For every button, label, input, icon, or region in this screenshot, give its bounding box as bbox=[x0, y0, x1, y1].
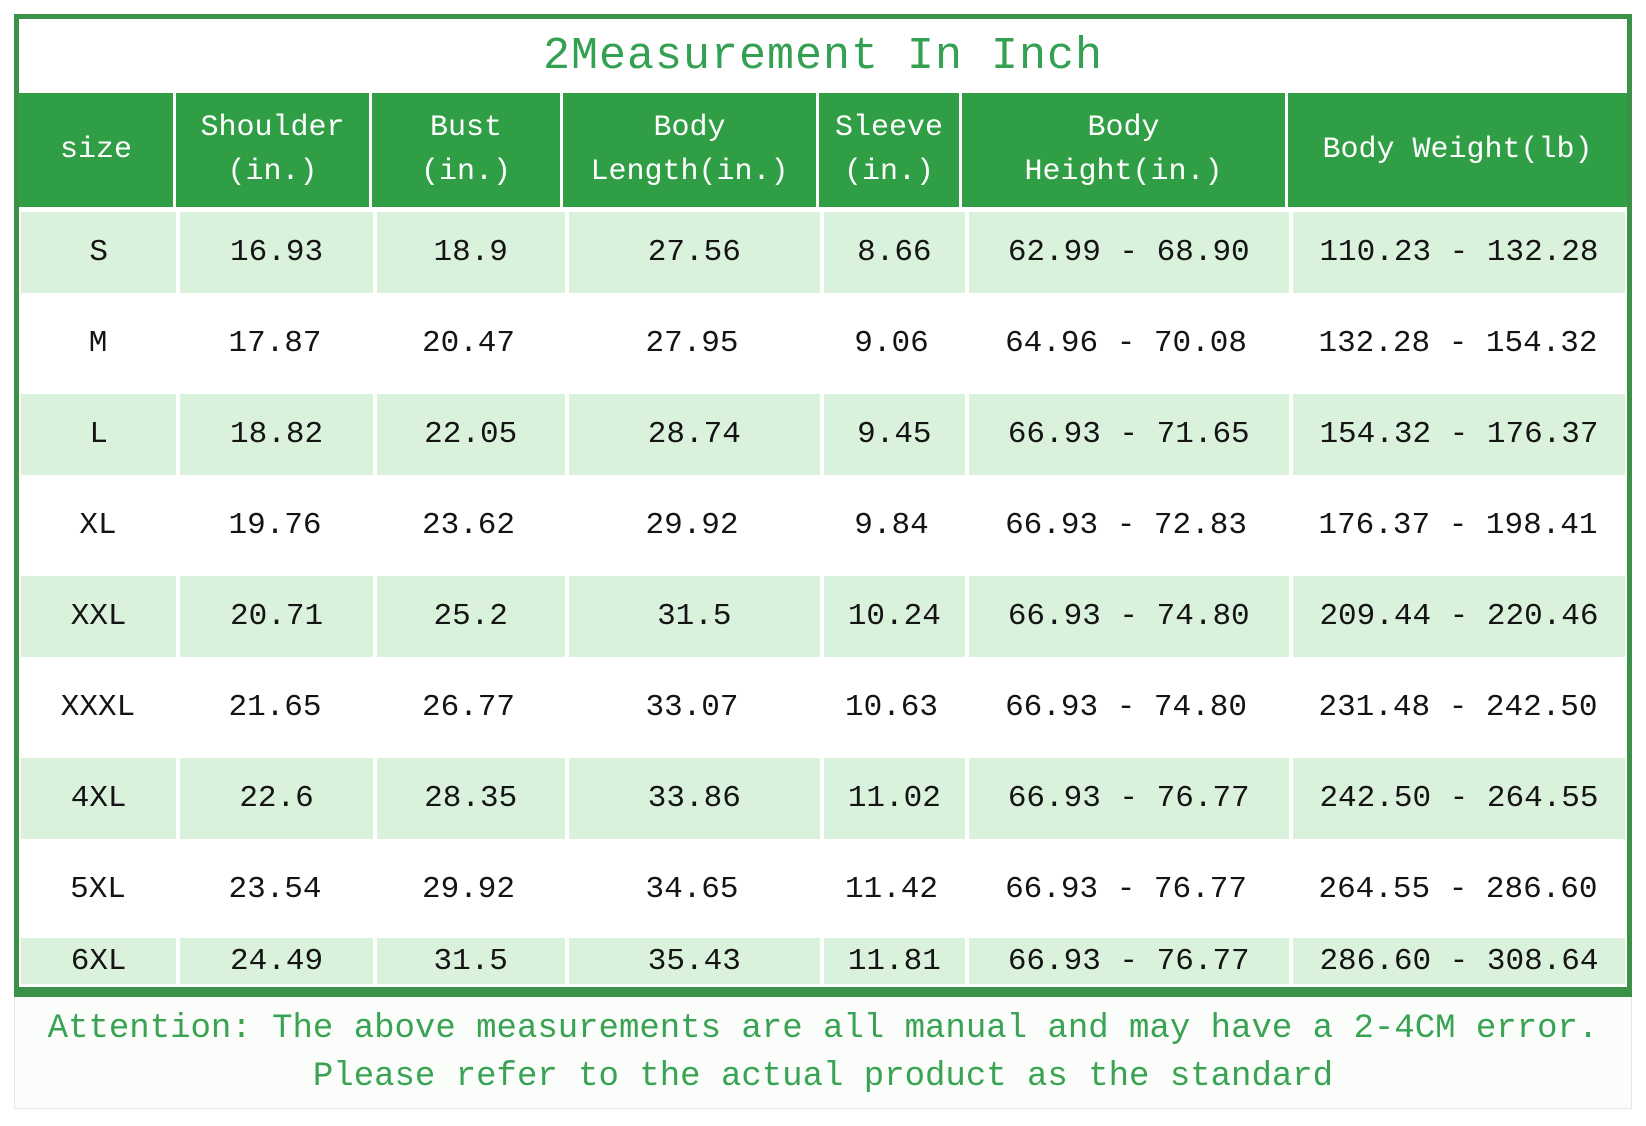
table-cell: 11.02 bbox=[824, 758, 965, 839]
attention-note-line2: Please refer to the actual product as th… bbox=[312, 1057, 1334, 1096]
column-header-line: Sleeve bbox=[834, 111, 944, 145]
table-cell: 35.43 bbox=[568, 938, 821, 984]
table-cell: 18.9 bbox=[376, 212, 565, 293]
table-cell: 33.07 bbox=[645, 690, 739, 725]
table-cell: 66.93 - 76.77 bbox=[1005, 872, 1247, 907]
attention-note-line1: Attention: The above measurements are al… bbox=[47, 1009, 1599, 1048]
table-cell: 31.5 bbox=[376, 938, 565, 984]
table-cell: 9.45 bbox=[824, 394, 965, 475]
table-cell: 66.93 - 74.80 bbox=[968, 576, 1289, 657]
table-cell: 20.47 bbox=[421, 326, 515, 361]
column-header-sleeve: Sleeve (in.) bbox=[816, 93, 959, 207]
table-cell: 27.95 bbox=[645, 326, 739, 361]
table-header-row: size Shoulder (in.) Bust (in.) Body Length(in.… bbox=[19, 93, 1627, 207]
table-cell: 28.35 bbox=[376, 758, 565, 839]
column-header-line: (in.) bbox=[420, 155, 511, 189]
size-cell: XXL bbox=[21, 576, 177, 657]
column-header-bust: Bust (in.) bbox=[369, 93, 560, 207]
table-cell: 110.23 - 132.28 bbox=[1292, 212, 1626, 293]
table-cell: 9.84 bbox=[854, 508, 929, 543]
column-header-line: Body bbox=[653, 111, 726, 145]
table-cell: 10.63 bbox=[844, 690, 938, 725]
table-cell: 18.82 bbox=[180, 394, 373, 475]
table-row: XXXL 21.65 26.77 33.07 10.63 66.93 - 74.80 231… bbox=[19, 662, 1627, 753]
table-row: 6XL 24.49 31.5 35.43 11.81 66.93 - 76.77 286.6… bbox=[19, 935, 1627, 987]
table-cell: 11.42 bbox=[844, 872, 938, 907]
table-cell: 132.28 - 154.32 bbox=[1318, 326, 1598, 361]
table-cell: 66.93 - 74.80 bbox=[1005, 690, 1247, 725]
size-cell: XL bbox=[79, 508, 117, 543]
table-cell: 34.65 bbox=[645, 872, 739, 907]
table-cell: 27.56 bbox=[568, 212, 821, 293]
table-cell: 23.54 bbox=[228, 872, 322, 907]
table-cell: 9.06 bbox=[854, 326, 929, 361]
table-cell: 66.93 - 71.65 bbox=[968, 394, 1289, 475]
table-cell: 209.44 - 220.46 bbox=[1292, 576, 1626, 657]
table-cell: 22.05 bbox=[376, 394, 565, 475]
table-row: L 18.82 22.05 28.74 9.45 66.93 - 71.65 154.32 … bbox=[19, 389, 1627, 480]
size-cell: 6XL bbox=[21, 938, 177, 984]
table-cell: 26.77 bbox=[421, 690, 515, 725]
table-cell: 25.2 bbox=[376, 576, 565, 657]
table-cell: 242.50 - 264.55 bbox=[1292, 758, 1626, 839]
column-header-size: size bbox=[19, 93, 173, 207]
column-header-body-length: Body Length(in.) bbox=[560, 93, 816, 207]
column-header-line: (in.) bbox=[227, 155, 318, 189]
table-cell: 16.93 bbox=[180, 212, 373, 293]
table-cell: 29.92 bbox=[421, 872, 515, 907]
table-cell: 264.55 - 286.60 bbox=[1318, 872, 1598, 907]
column-header-line: Body bbox=[1087, 111, 1160, 145]
table-cell: 66.93 - 76.77 bbox=[968, 758, 1289, 839]
table-row: S 16.93 18.9 27.56 8.66 62.99 - 68.90 110.23 -… bbox=[19, 207, 1627, 298]
attention-note: Attention: The above measurements are al… bbox=[14, 997, 1632, 1109]
table-cell: 19.76 bbox=[228, 508, 322, 543]
table-cell: 33.86 bbox=[568, 758, 821, 839]
column-header-line: Shoulder bbox=[200, 111, 345, 145]
table-cell: 66.93 - 72.83 bbox=[1005, 508, 1247, 543]
table-cell: 10.24 bbox=[824, 576, 965, 657]
size-cell: M bbox=[88, 326, 108, 361]
column-header-line: (in.) bbox=[843, 155, 934, 189]
table-cell: 231.48 - 242.50 bbox=[1318, 690, 1598, 725]
page-title: 2Measurement In Inch bbox=[542, 30, 1104, 82]
table-cell: 11.81 bbox=[824, 938, 965, 984]
table-cell: 28.74 bbox=[568, 394, 821, 475]
table-cell: 20.71 bbox=[180, 576, 373, 657]
size-cell: S bbox=[21, 212, 177, 293]
column-header-line: Length(in.) bbox=[590, 155, 789, 189]
size-cell: L bbox=[21, 394, 177, 475]
table-cell: 22.6 bbox=[180, 758, 373, 839]
column-header-body-weight: Body Weight(lb) bbox=[1285, 93, 1627, 207]
table-row: XL 19.76 23.62 29.92 9.84 66.93 - 72.83 176.37… bbox=[19, 480, 1627, 571]
table-cell: 154.32 - 176.37 bbox=[1292, 394, 1626, 475]
title-area: 2Measurement In Inch bbox=[19, 19, 1627, 93]
table-cell: 66.93 - 76.77 bbox=[968, 938, 1289, 984]
table-body: S 16.93 18.9 27.56 8.66 62.99 - 68.90 110.23 -… bbox=[19, 207, 1627, 987]
table-row: M 17.87 20.47 27.95 9.06 64.96 - 70.08 132.28 … bbox=[19, 298, 1627, 389]
table-cell: 29.92 bbox=[645, 508, 739, 543]
table-row: 4XL 22.6 28.35 33.86 11.02 66.93 - 76.77 242.5… bbox=[19, 753, 1627, 844]
table-row: XXL 20.71 25.2 31.5 10.24 66.93 - 74.80 209.44… bbox=[19, 571, 1627, 662]
column-header-line: Bust bbox=[429, 111, 502, 145]
size-cell: 4XL bbox=[21, 758, 177, 839]
table-cell: 8.66 bbox=[824, 212, 965, 293]
column-header-shoulder: Shoulder (in.) bbox=[173, 93, 369, 207]
table-cell: 23.62 bbox=[421, 508, 515, 543]
column-header-body-height: Body Height(in.) bbox=[959, 93, 1285, 207]
column-header-line: Body Weight(lb) bbox=[1322, 133, 1593, 167]
column-header-line: size bbox=[59, 133, 132, 167]
table-cell: 21.65 bbox=[228, 690, 322, 725]
size-cell: XXXL bbox=[60, 690, 136, 725]
column-header-line: Height(in.) bbox=[1024, 155, 1223, 189]
table-cell: 24.49 bbox=[180, 938, 373, 984]
table-cell: 31.5 bbox=[568, 576, 821, 657]
table-cell: 64.96 - 70.08 bbox=[1005, 326, 1247, 361]
table-cell: 62.99 - 68.90 bbox=[968, 212, 1289, 293]
table-row: 5XL 23.54 29.92 34.65 11.42 66.93 - 76.77 264.… bbox=[19, 844, 1627, 935]
size-cell: 5XL bbox=[70, 872, 126, 907]
table-cell: 176.37 - 198.41 bbox=[1318, 508, 1598, 543]
size-chart-table: 2Measurement In Inch size Shoulder (in.) Bu… bbox=[14, 14, 1632, 997]
table-cell: 17.87 bbox=[228, 326, 322, 361]
table-cell: 286.60 - 308.64 bbox=[1292, 938, 1626, 984]
